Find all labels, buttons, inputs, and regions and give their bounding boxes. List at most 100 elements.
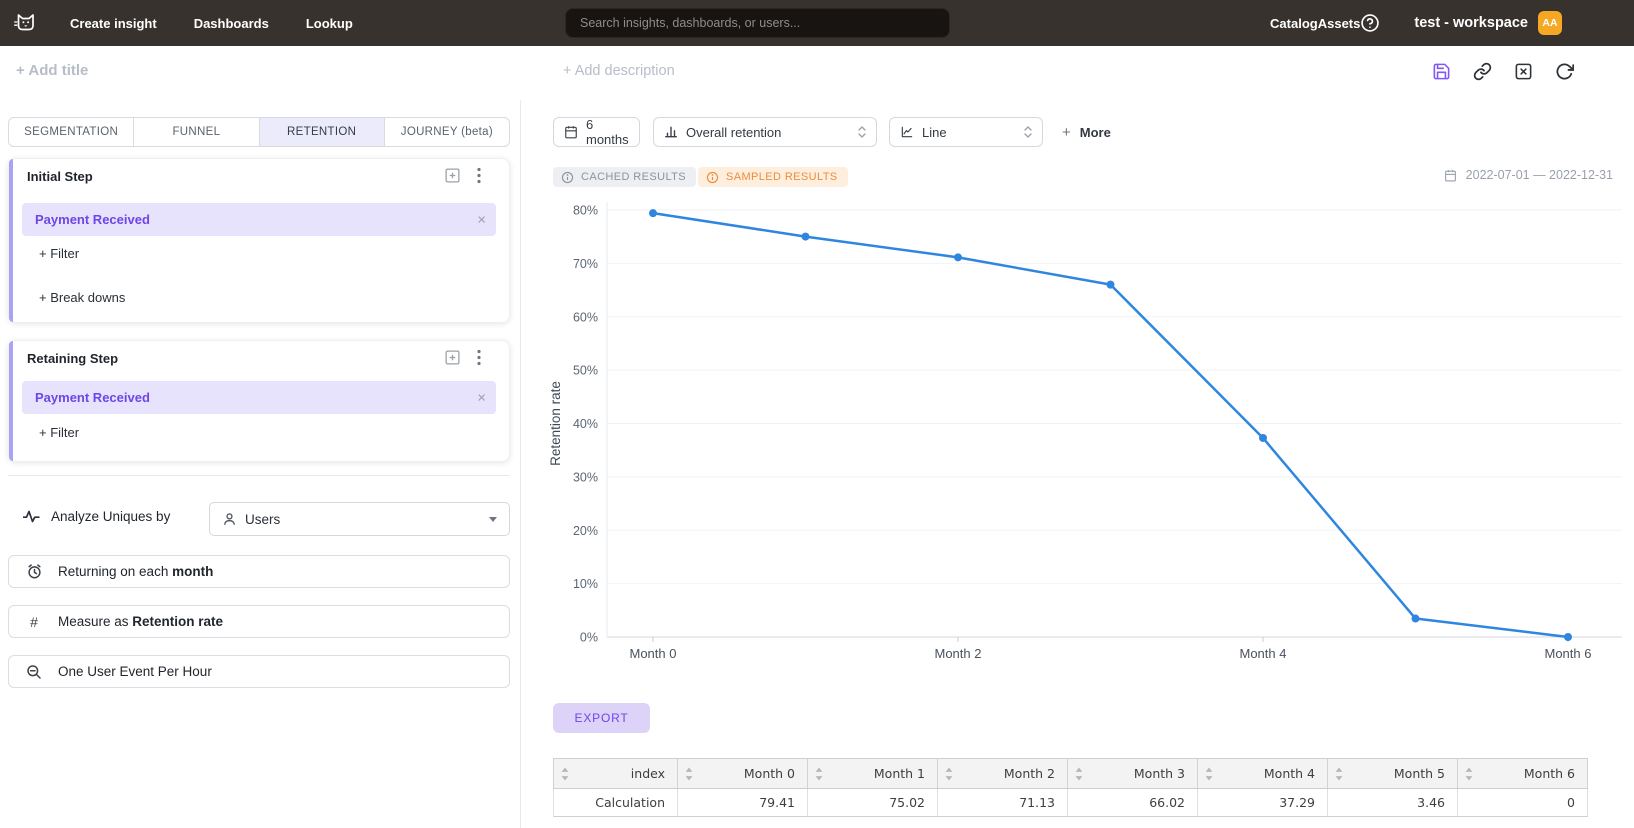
col-label: index bbox=[630, 766, 665, 781]
svg-text:Month 6: Month 6 bbox=[1545, 646, 1592, 661]
table-cell: 66.02 bbox=[1068, 789, 1198, 817]
search-input[interactable] bbox=[566, 16, 949, 30]
calendar-icon bbox=[1444, 169, 1456, 181]
measure-prefix: Measure as bbox=[58, 614, 133, 629]
event-rate-text: One User Event Per Hour bbox=[58, 664, 212, 679]
svg-text:40%: 40% bbox=[573, 417, 598, 431]
top-navbar: Create insight Dashboards Lookup Catalog… bbox=[0, 0, 1634, 46]
add-breakdowns-button[interactable]: + Break downs bbox=[39, 290, 126, 305]
table-header-cell[interactable]: Month 2 bbox=[938, 758, 1068, 789]
nav-create-insight[interactable]: Create insight bbox=[70, 15, 157, 31]
initial-step-event[interactable]: Payment Received × bbox=[22, 203, 496, 236]
svg-text:Month 2: Month 2 bbox=[935, 646, 982, 661]
table-header-cell[interactable]: Month 0 bbox=[678, 758, 808, 789]
retention-type-value: Overall retention bbox=[686, 124, 782, 140]
info-icon bbox=[561, 171, 574, 183]
retention-type-select[interactable]: Overall retention bbox=[653, 117, 877, 147]
kebab-menu-icon[interactable] bbox=[477, 349, 493, 366]
cached-results-badge[interactable]: CACHED RESULTS bbox=[553, 167, 697, 187]
sort-icon[interactable] bbox=[561, 767, 569, 780]
sort-icon[interactable] bbox=[815, 767, 823, 780]
remove-event-icon[interactable]: × bbox=[477, 389, 486, 406]
col-label: Month 4 bbox=[1263, 766, 1315, 781]
sort-icon[interactable] bbox=[1335, 767, 1343, 780]
nav-catalog[interactable]: Catalog bbox=[1270, 15, 1318, 31]
chart-type-value: Line bbox=[922, 124, 947, 140]
results-table: index Month 0 Month 1 Month 2 Month 3 Mo… bbox=[553, 758, 1588, 817]
event-name: Payment Received bbox=[35, 390, 150, 405]
tab-journey[interactable]: JOURNEY (beta) bbox=[383, 118, 509, 146]
col-label: Month 6 bbox=[1523, 766, 1575, 781]
nav-lookup[interactable]: Lookup bbox=[305, 15, 353, 31]
retaining-step-event[interactable]: Payment Received × bbox=[22, 381, 496, 414]
analyze-by-select[interactable]: Users bbox=[209, 502, 510, 536]
user-avatar[interactable]: AA bbox=[1538, 11, 1562, 35]
sampled-results-badge[interactable]: SAMPLED RESULTS bbox=[698, 167, 848, 187]
chevron-down-icon bbox=[489, 516, 497, 522]
retaining-step-card: Retaining Step Payment Received × + Filt… bbox=[8, 340, 510, 462]
nav-dashboards[interactable]: Dashboards bbox=[193, 15, 269, 31]
tab-segmentation[interactable]: SEGMENTATION bbox=[24, 126, 119, 138]
svg-text:Month 4: Month 4 bbox=[1240, 646, 1287, 661]
pulse-icon bbox=[22, 509, 41, 524]
svg-text:80%: 80% bbox=[573, 204, 598, 218]
retention-chart[interactable]: 0% 10% 20% 30% 40% 50% 60% 70% 80% Month 0 Month 2… bbox=[533, 190, 1628, 675]
line-chart-icon bbox=[900, 125, 914, 139]
add-filter-button[interactable]: + Filter bbox=[39, 246, 80, 261]
svg-text:Month 0: Month 0 bbox=[630, 646, 677, 661]
col-label: Month 5 bbox=[1393, 766, 1445, 781]
export-button[interactable]: EXPORT bbox=[553, 703, 650, 733]
date-window-button[interactable]: 6 months bbox=[553, 117, 640, 147]
select-carets-icon bbox=[857, 124, 867, 140]
sort-icon[interactable] bbox=[1205, 767, 1213, 780]
svg-text:0%: 0% bbox=[580, 631, 598, 645]
help-icon[interactable] bbox=[1360, 13, 1380, 33]
table-header-cell[interactable]: Month 3 bbox=[1068, 758, 1198, 789]
share-link-icon[interactable] bbox=[1473, 62, 1492, 81]
sort-icon[interactable] bbox=[685, 767, 693, 780]
measure-as-row[interactable]: # Measure as Retention rate bbox=[8, 605, 510, 638]
sort-icon[interactable] bbox=[945, 767, 953, 780]
svg-text:30%: 30% bbox=[573, 470, 598, 484]
returning-interval-row[interactable]: Returning on each month bbox=[8, 555, 510, 588]
table-header-cell[interactable]: index bbox=[553, 758, 678, 789]
table-header-cell[interactable]: Month 1 bbox=[808, 758, 938, 789]
navbar-left: Create insight Dashboards Lookup bbox=[10, 0, 390, 46]
analyze-by-value: Users bbox=[245, 511, 281, 527]
add-description-field[interactable]: + Add description bbox=[563, 63, 675, 79]
plus-icon: + bbox=[1062, 123, 1071, 141]
nav-assets[interactable]: Assets bbox=[1317, 15, 1361, 31]
add-event-icon[interactable] bbox=[444, 167, 461, 184]
initial-step-title: Initial Step bbox=[27, 169, 93, 184]
svg-text:50%: 50% bbox=[573, 364, 598, 378]
tab-funnel[interactable]: FUNNEL bbox=[133, 118, 258, 146]
remove-event-icon[interactable]: × bbox=[477, 211, 486, 228]
event-rate-row[interactable]: One User Event Per Hour bbox=[8, 655, 510, 688]
col-label: Month 1 bbox=[873, 766, 925, 781]
chart-type-select[interactable]: Line bbox=[889, 117, 1043, 147]
add-event-icon[interactable] bbox=[444, 349, 461, 366]
add-filter-button[interactable]: + Filter bbox=[39, 425, 80, 440]
report-type-tabs: SEGMENTATION FUNNEL RETENTION JOURNEY (b… bbox=[8, 117, 510, 147]
more-options-button[interactable]: + More bbox=[1062, 117, 1111, 147]
table-header-cell[interactable]: Month 4 bbox=[1198, 758, 1328, 789]
sort-icon[interactable] bbox=[1465, 767, 1473, 780]
kebab-menu-icon[interactable] bbox=[477, 167, 493, 184]
table-cell: Calculation bbox=[553, 789, 678, 817]
tab-retention[interactable]: RETENTION bbox=[258, 118, 384, 146]
sidebar-divider bbox=[8, 475, 510, 476]
global-search bbox=[565, 8, 950, 38]
save-icon[interactable] bbox=[1432, 62, 1451, 81]
returning-interval-value: month bbox=[172, 564, 214, 579]
clear-report-icon[interactable] bbox=[1514, 62, 1533, 81]
sort-icon[interactable] bbox=[1075, 767, 1083, 780]
workspace-name[interactable]: test - workspace bbox=[1414, 15, 1528, 31]
table-header-cell[interactable]: Month 6 bbox=[1458, 758, 1588, 789]
table-header-cell[interactable]: Month 5 bbox=[1328, 758, 1458, 789]
table-cell: 3.46 bbox=[1328, 789, 1458, 817]
app-logo-cat-icon[interactable] bbox=[10, 8, 40, 38]
person-icon bbox=[222, 512, 237, 527]
measure-value: Retention rate bbox=[132, 614, 224, 629]
add-title-field[interactable]: + Add title bbox=[16, 62, 89, 79]
refresh-icon[interactable] bbox=[1555, 62, 1574, 81]
